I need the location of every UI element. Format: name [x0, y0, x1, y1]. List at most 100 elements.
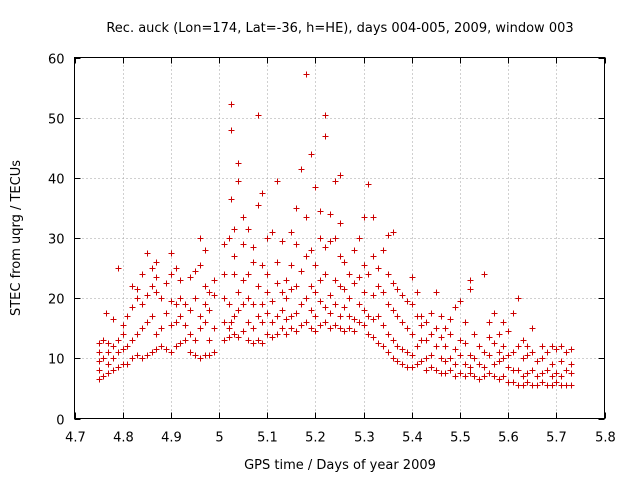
x-tick-label: 5.8: [595, 431, 616, 446]
data-point: [187, 331, 194, 338]
data-point: [380, 247, 387, 254]
data-point: [558, 373, 565, 380]
data-point: [255, 202, 262, 209]
data-point: [259, 340, 266, 347]
data-point: [380, 289, 387, 296]
data-point: [380, 322, 387, 329]
data-point: [428, 364, 435, 371]
data-point: [390, 337, 397, 344]
data-point: [486, 352, 493, 359]
data-point: [187, 349, 194, 356]
data-point: [346, 313, 353, 320]
data-point: [322, 319, 329, 326]
data-point: [153, 259, 160, 266]
data-point: [149, 265, 156, 272]
data-point: [168, 250, 175, 257]
y-axis-label: STEC from uqrg / TECUs: [9, 160, 24, 316]
data-point: [351, 247, 358, 254]
data-point: [529, 367, 536, 374]
data-point: [139, 325, 146, 332]
data-point: [96, 367, 103, 374]
data-point: [288, 262, 295, 269]
y-tick-label: 30: [48, 233, 65, 248]
data-point: [96, 376, 103, 383]
data-point: [303, 214, 310, 221]
data-point: [264, 235, 271, 242]
data-point: [250, 244, 257, 251]
data-point: [283, 316, 290, 323]
data-point: [177, 340, 184, 347]
data-point: [264, 331, 271, 338]
data-point: [505, 364, 512, 371]
y-tick-label: 60: [48, 53, 65, 68]
data-point: [404, 298, 411, 305]
y-tick-label: 0: [56, 414, 64, 429]
data-point: [476, 361, 483, 368]
data-point: [544, 349, 551, 356]
data-point: [558, 343, 565, 350]
data-point: [259, 190, 266, 197]
data-point: [250, 301, 257, 308]
y-tick-label: 10: [48, 353, 65, 368]
data-point: [197, 313, 204, 320]
data-point: [312, 184, 319, 191]
data-point: [370, 316, 377, 323]
data-point: [288, 286, 295, 293]
data-point: [476, 343, 483, 350]
data-point: [428, 352, 435, 359]
data-point: [380, 343, 387, 350]
data-point: [361, 322, 368, 329]
data-point: [308, 325, 315, 332]
data-point: [312, 313, 319, 320]
data-point: [211, 349, 218, 356]
data-point: [337, 220, 344, 227]
data-point: [221, 319, 228, 326]
data-point: [274, 178, 281, 185]
data-point: [332, 235, 339, 242]
data-point: [327, 211, 334, 218]
data-point: [124, 361, 131, 368]
data-point: [414, 289, 421, 296]
axis-ticks: 4.7 4.8 4.9 5 5.1 5.2 5.3 5.4 5.5 5.6 5.7 5.8 0 10 20 3…: [48, 53, 616, 446]
data-point: [115, 349, 122, 356]
data-point: [245, 271, 252, 278]
plot-frame: [74, 57, 605, 419]
data-point: [390, 280, 397, 287]
data-point: [322, 244, 329, 251]
data-point: [549, 361, 556, 368]
data-point: [361, 262, 368, 269]
data-point: [322, 271, 329, 278]
data-point: [385, 232, 392, 239]
data-point: [553, 370, 560, 377]
data-point: [399, 361, 406, 368]
data-point: [110, 355, 117, 362]
data-point: [264, 271, 271, 278]
data-point: [226, 325, 233, 332]
data-point: [515, 343, 522, 350]
chart-title: Rec. auck (Lon=174, Lat=-36, h=HE), days…: [106, 21, 573, 36]
data-point: [110, 343, 117, 350]
data-point: [361, 307, 368, 314]
data-point: [283, 295, 290, 302]
data-point: [144, 292, 151, 299]
data-point: [110, 367, 117, 374]
data-point: [144, 352, 151, 359]
data-point: [245, 226, 252, 233]
data-point: [394, 313, 401, 320]
data-point: [496, 349, 503, 356]
data-point: [269, 334, 276, 341]
data-point: [308, 247, 315, 254]
data-point: [539, 355, 546, 362]
data-point: [341, 328, 348, 335]
data-point: [226, 235, 233, 242]
data-point: [228, 196, 235, 203]
data-point: [235, 289, 242, 296]
data-point: [524, 352, 531, 359]
data-point: [510, 310, 517, 317]
grid-lines: [74, 57, 605, 419]
data-point: [197, 235, 204, 242]
data-point: [500, 319, 507, 326]
data-point: [365, 271, 372, 278]
data-point: [481, 373, 488, 380]
data-point: [433, 367, 440, 374]
